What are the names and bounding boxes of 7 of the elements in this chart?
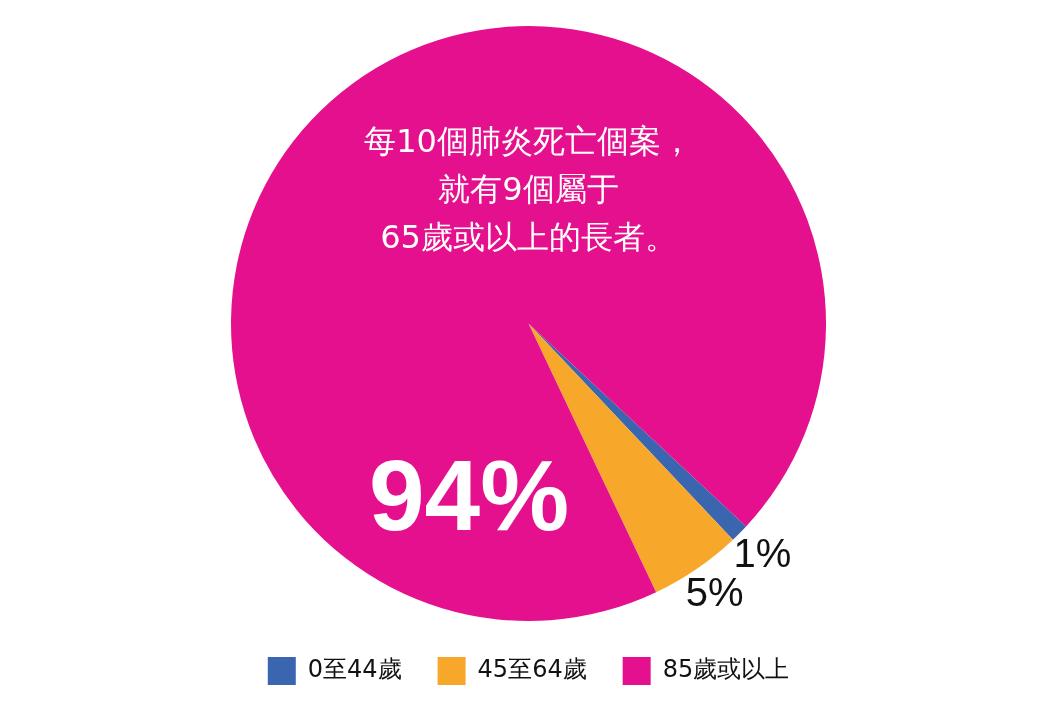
data-label: 94% [368,438,570,551]
text: 就有9個屬于 [438,170,619,209]
legend-label: 85歲或以上 [662,655,790,684]
text: 每10個肺炎死亡個案， [364,122,693,161]
legend-label: 45至64歲 [477,655,587,684]
legend-label: 0至44歲 [307,655,402,684]
text: 65歲或以上的長者。 [380,218,677,257]
